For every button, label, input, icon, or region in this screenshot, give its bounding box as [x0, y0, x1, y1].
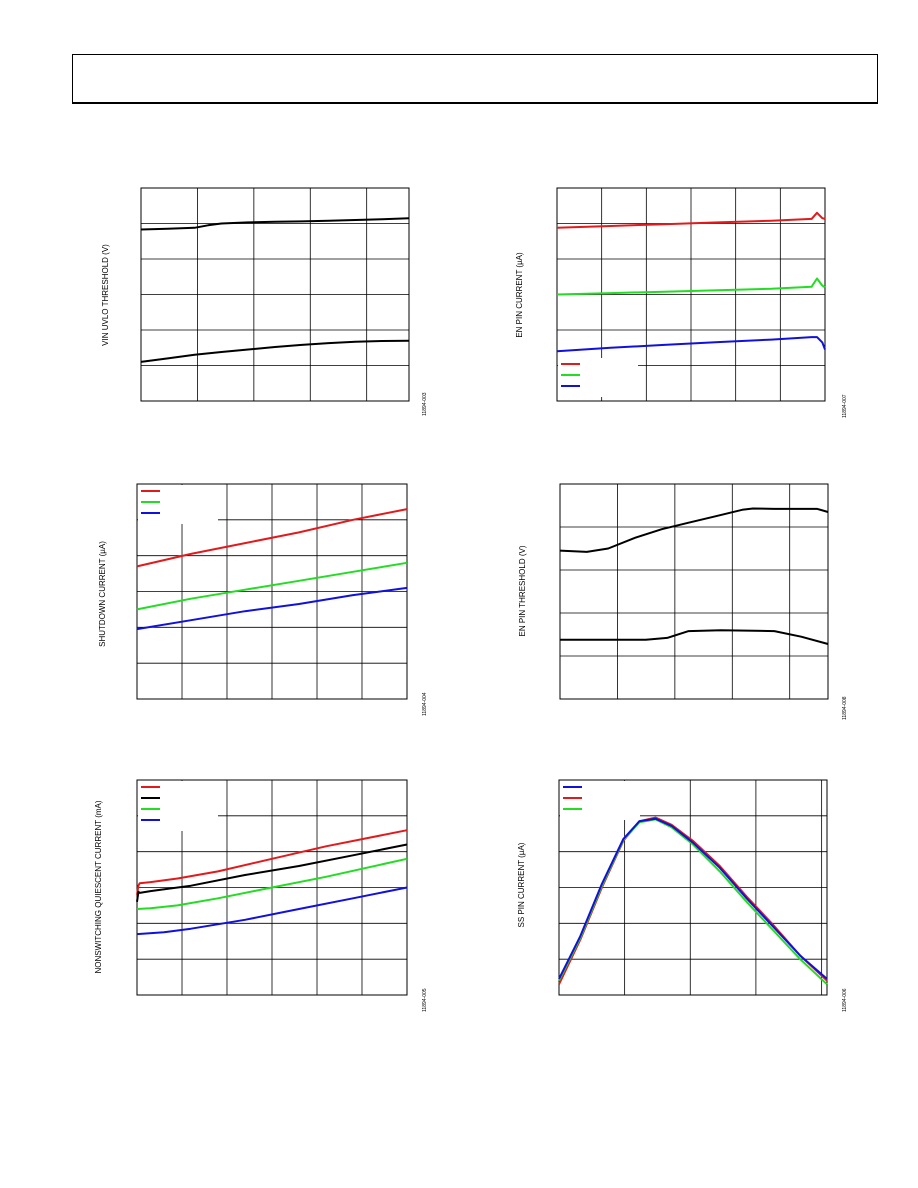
y-axis-label: SS PIN CURRENT (µA) — [517, 842, 526, 927]
figure-code: 11894-004 — [422, 692, 428, 716]
series-line-3 — [556, 336, 826, 353]
y-axis-label: VIN UVLO THRESHOLD (V) — [101, 244, 110, 346]
series-line-1 — [140, 217, 410, 231]
series-line-1 — [559, 507, 829, 553]
series-line-1 — [556, 211, 826, 229]
chart-quiescent-current: NONSWITCHING QUIESCENT CURRENT (mA) 1189… — [94, 779, 428, 1012]
plot-frame — [559, 483, 829, 700]
page-header-box — [72, 54, 878, 104]
chart-ss-pin-current: SS PIN CURRENT (µA) 11894-006 — [517, 779, 848, 1012]
figure-code: 11894-006 — [842, 988, 848, 1012]
series-line-2 — [560, 629, 829, 645]
figure-code: 11894-008 — [842, 696, 848, 720]
chart-en-pin-current: EN PIN CURRENT (µA) 11894-007 — [515, 187, 848, 418]
chart-en-pin-threshold: EN PIN THRESHOLD (V) 11894-008 — [518, 483, 848, 720]
series-line-1 — [136, 508, 408, 568]
series-line-4 — [136, 886, 408, 936]
figure-code: 11894-003 — [422, 392, 428, 416]
series-line-2 — [136, 561, 408, 611]
series-line-1 — [136, 829, 408, 895]
y-axis-label: EN PIN CURRENT (µA) — [515, 252, 524, 338]
series-line-2 — [140, 339, 410, 363]
series-line-3 — [136, 586, 408, 631]
figure-code: 11894-007 — [842, 394, 848, 418]
series-line-3 — [136, 857, 408, 910]
figure-code: 11894-005 — [422, 988, 428, 1012]
legend-box — [138, 781, 218, 831]
series-line-2 — [556, 277, 826, 296]
chart-shutdown-current: SHUTDOWN CURRENT (µA) 11894-004 — [98, 483, 428, 716]
y-axis-label: SHUTDOWN CURRENT (µA) — [98, 541, 107, 647]
y-axis-label: EN PIN THRESHOLD (V) — [518, 545, 527, 636]
chart-vin-uvlo: VIN UVLO THRESHOLD (V) 11894-003 — [101, 187, 428, 416]
y-axis-label: NONSWITCHING QUIESCENT CURRENT (mA) — [94, 800, 103, 973]
series-line-2 — [136, 843, 408, 902]
series-line-3 — [558, 817, 828, 980]
